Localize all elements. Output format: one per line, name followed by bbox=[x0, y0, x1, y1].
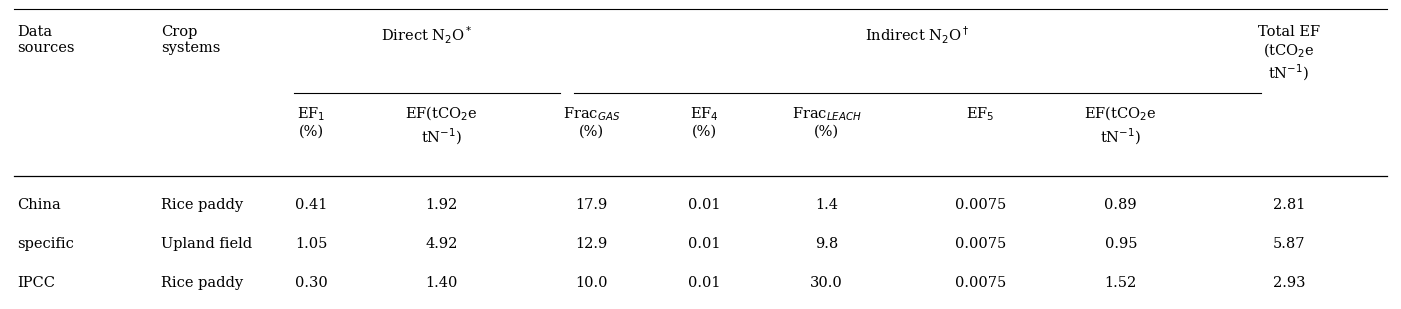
Text: EF(tCO$_2$e
tN$^{-1}$): EF(tCO$_2$e tN$^{-1}$) bbox=[405, 105, 478, 147]
Text: 0.01: 0.01 bbox=[688, 276, 722, 290]
Text: China: China bbox=[17, 198, 60, 213]
Text: Data
sources: Data sources bbox=[17, 25, 74, 55]
Text: 0.95: 0.95 bbox=[1104, 237, 1138, 251]
Text: Frac$_{GAS}$
(%): Frac$_{GAS}$ (%) bbox=[563, 105, 619, 139]
Text: EF$_4$
(%): EF$_4$ (%) bbox=[691, 105, 719, 139]
Text: 17.9: 17.9 bbox=[574, 198, 608, 213]
Text: 4.92: 4.92 bbox=[425, 237, 458, 251]
Text: Frac$_{LEACH}$
(%): Frac$_{LEACH}$ (%) bbox=[792, 105, 862, 139]
Text: Rice paddy: Rice paddy bbox=[161, 276, 244, 290]
Text: 0.0075: 0.0075 bbox=[955, 276, 1006, 290]
Text: 0.0075: 0.0075 bbox=[955, 198, 1006, 213]
Text: Crop
systems: Crop systems bbox=[161, 25, 220, 55]
Text: specific: specific bbox=[17, 237, 74, 251]
Text: 2.81: 2.81 bbox=[1272, 198, 1306, 213]
Text: 0.01: 0.01 bbox=[688, 198, 722, 213]
Text: EF$_5$: EF$_5$ bbox=[967, 105, 995, 123]
Text: IPCC: IPCC bbox=[17, 276, 55, 290]
Text: 30.0: 30.0 bbox=[810, 276, 843, 290]
Text: Indirect N$_2$O$^\dagger$: Indirect N$_2$O$^\dagger$ bbox=[866, 25, 969, 46]
Text: 9.8: 9.8 bbox=[815, 237, 838, 251]
Text: 0.01: 0.01 bbox=[688, 237, 722, 251]
Text: 1.40: 1.40 bbox=[425, 276, 458, 290]
Text: 12.9: 12.9 bbox=[574, 237, 608, 251]
Text: 1.05: 1.05 bbox=[294, 237, 328, 251]
Text: Upland field: Upland field bbox=[161, 237, 252, 251]
Text: Total EF
(tCO$_2$e
tN$^{-1}$): Total EF (tCO$_2$e tN$^{-1}$) bbox=[1258, 25, 1320, 83]
Text: 1.4: 1.4 bbox=[815, 198, 838, 213]
Text: 1.92: 1.92 bbox=[425, 198, 458, 213]
Text: 1.52: 1.52 bbox=[1104, 276, 1138, 290]
Text: 0.0075: 0.0075 bbox=[955, 237, 1006, 251]
Text: 5.87: 5.87 bbox=[1272, 237, 1306, 251]
Text: 0.41: 0.41 bbox=[294, 198, 328, 213]
Text: EF(tCO$_2$e
tN$^{-1}$): EF(tCO$_2$e tN$^{-1}$) bbox=[1084, 105, 1157, 147]
Text: 0.30: 0.30 bbox=[294, 276, 328, 290]
Text: Direct N$_2$O$^*$: Direct N$_2$O$^*$ bbox=[381, 25, 474, 46]
Text: Rice paddy: Rice paddy bbox=[161, 198, 244, 213]
Text: EF$_1$
(%): EF$_1$ (%) bbox=[297, 105, 325, 139]
Text: 10.0: 10.0 bbox=[574, 276, 608, 290]
Text: 0.89: 0.89 bbox=[1104, 198, 1138, 213]
Text: 2.93: 2.93 bbox=[1272, 276, 1306, 290]
